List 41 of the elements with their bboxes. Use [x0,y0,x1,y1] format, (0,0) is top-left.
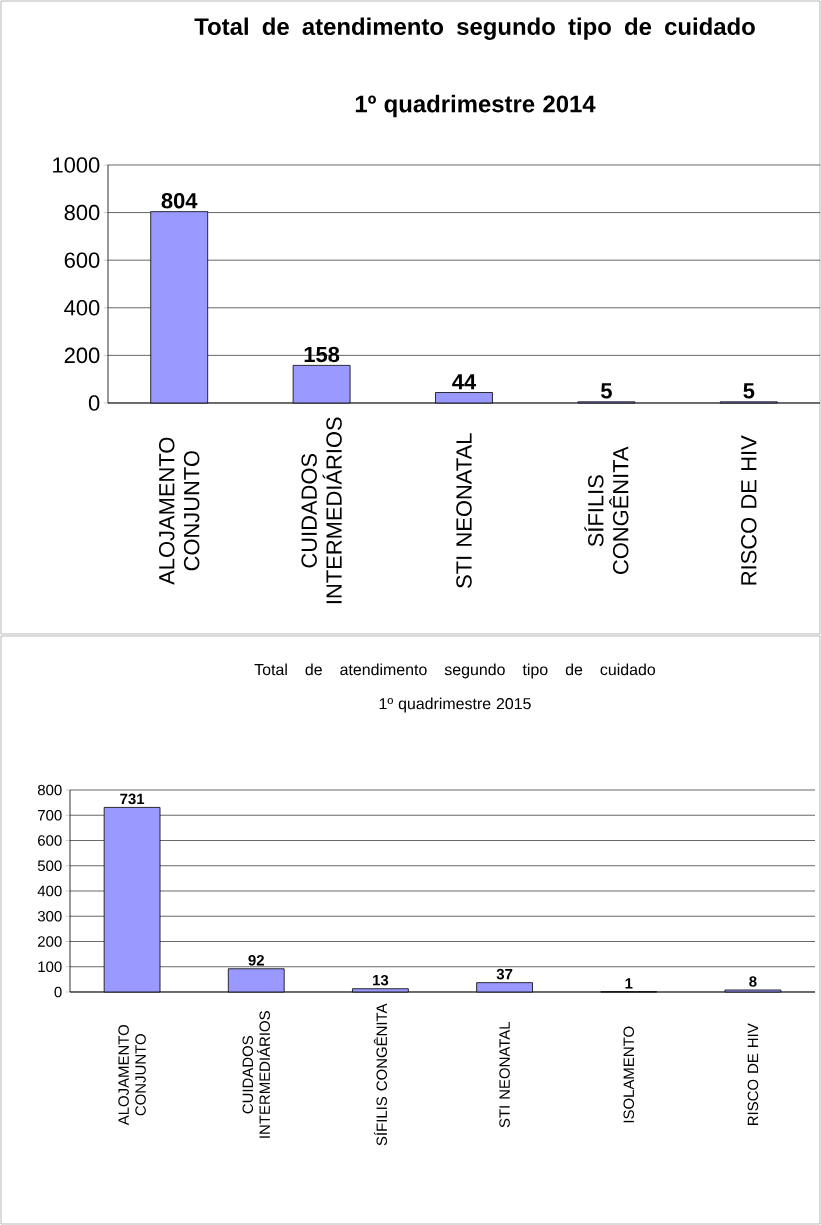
chart-title: Total de atendimento segundo tipo de cuidado [254,663,656,679]
x-tick-label: ISOLAMENTO [623,1026,635,1123]
y-tick-label: 600 [64,252,100,268]
chart-title: Total de atendimento segundo tipo de cuidado [194,17,755,40]
x-tick-label: STI NEONATAL [456,433,472,588]
y-tick-label: 1000 [53,157,100,173]
x-tick-label: ALOJAMENTO CONJUNTO [158,437,200,585]
x-tick-label: STI NEONATAL [499,1021,510,1128]
y-tick-label: 0 [54,986,62,998]
data-label: 5 [600,383,612,399]
x-tick-label: SÍFILIS CONGÊNITA [584,446,629,574]
y-tick-label: 400 [37,885,62,897]
y-tick-label: 800 [64,204,100,221]
y-tick-label: 600 [38,835,62,846]
data-label: 92 [248,954,264,966]
x-tick-label: SÍFILIS CONGÊNITA [373,1003,388,1146]
data-label: 44 [452,374,477,390]
y-tick-label: 800 [37,784,62,796]
y-tick-label: 700 [38,809,62,821]
data-label: 1 [625,978,633,989]
data-label: 731 [120,793,145,805]
data-label: 5 [743,383,755,399]
data-label: 8 [749,976,757,987]
y-tick-label: 500 [37,860,62,872]
y-tick-label: 100 [38,961,62,973]
x-tick-label: RISCO DE HIV [741,435,757,585]
data-label: 804 [161,192,198,209]
y-tick-label: 200 [38,936,62,947]
y-tick-label: 200 [64,347,100,364]
x-tick-label: RISCO DE HIV [747,1023,759,1126]
data-label: 37 [496,968,513,980]
y-tick-label: 400 [64,300,100,316]
y-tick-label: 0 [88,395,100,411]
x-tick-label: ALOJAMENTO CONJUNTO [118,1024,146,1126]
data-label: 158 [304,346,340,363]
x-tick-label: CUIDADOS INTERMEDIÁRIOS [242,1011,270,1138]
y-tick-label: 300 [37,910,62,922]
chart-subtitle: 1º quadrimestre 2015 [379,697,531,713]
data-label: 13 [373,974,389,986]
x-tick-label: CUIDADOS INTERMEDIÁRIOS [301,417,342,604]
chart-subtitle: 1º quadrimestre 2014 [355,94,596,118]
